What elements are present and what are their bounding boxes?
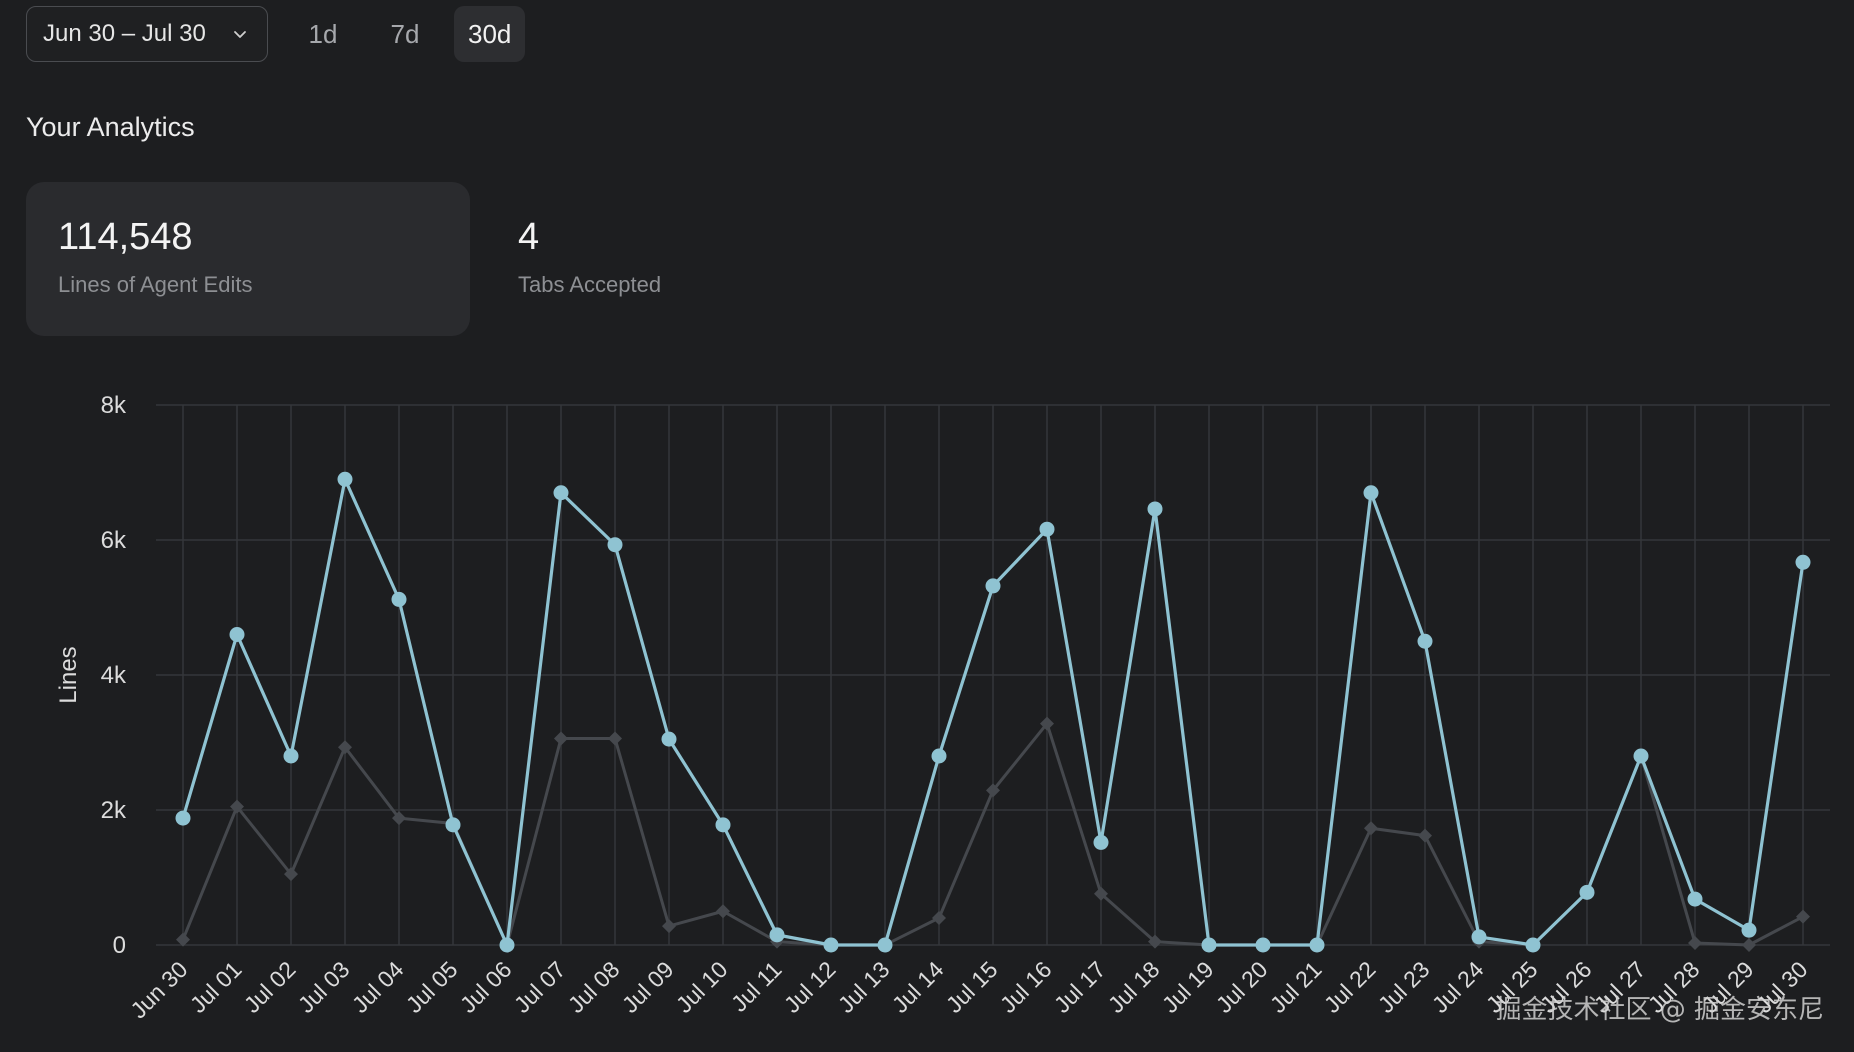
x-tick-label: Jul 19 bbox=[1157, 956, 1219, 1018]
y-tick-label: 4k bbox=[101, 662, 127, 689]
range-7d-button[interactable]: 7d bbox=[390, 18, 420, 49]
series-secondary-point bbox=[1040, 716, 1054, 731]
series-primary-point bbox=[1309, 937, 1325, 953]
series-primary-point bbox=[1201, 937, 1217, 953]
x-tick-label: Jul 04 bbox=[347, 956, 409, 1018]
series-secondary-point bbox=[230, 799, 244, 814]
series-primary-point bbox=[1471, 929, 1487, 945]
tabs-accepted-card[interactable]: 4 Tabs Accepted bbox=[486, 182, 846, 336]
x-tick-label: Jul 13 bbox=[833, 956, 895, 1018]
series-primary-point bbox=[661, 731, 677, 747]
x-tick-label: Jul 02 bbox=[239, 956, 301, 1018]
series-secondary-point bbox=[392, 811, 406, 826]
section-title: Your Analytics bbox=[26, 112, 195, 142]
series-primary-point bbox=[1741, 922, 1757, 938]
series-primary-point bbox=[1363, 485, 1379, 501]
y-tick-label: 0 bbox=[113, 932, 126, 959]
series-primary-point bbox=[1687, 891, 1703, 907]
series-primary-point bbox=[931, 748, 947, 764]
series-secondary-point bbox=[338, 740, 352, 755]
series-primary-point bbox=[877, 937, 893, 953]
tabs-accepted-label: Tabs Accepted bbox=[518, 272, 662, 297]
series-secondary-point bbox=[284, 867, 298, 882]
x-tick-label: Jul 09 bbox=[617, 956, 679, 1018]
series-primary-point bbox=[1417, 633, 1433, 649]
tabs-accepted-value: 4 bbox=[518, 216, 540, 258]
series-secondary-point bbox=[554, 731, 568, 746]
series-secondary-point bbox=[1094, 886, 1108, 901]
chevron-down-icon bbox=[231, 25, 249, 43]
x-tick-label: Jul 15 bbox=[941, 956, 1003, 1018]
series-secondary-point bbox=[662, 919, 676, 934]
series-secondary-point bbox=[1418, 828, 1432, 843]
x-tick-label: Jul 18 bbox=[1103, 956, 1165, 1018]
x-tick-label: Jul 05 bbox=[401, 956, 463, 1018]
series-primary-point bbox=[1633, 748, 1649, 764]
x-tick-label: Jul 24 bbox=[1427, 956, 1489, 1018]
agent-edits-value: 114,548 bbox=[58, 216, 193, 258]
y-axis-label: Lines bbox=[55, 646, 82, 703]
series-primary-point bbox=[229, 627, 245, 642]
series-primary-point bbox=[1093, 834, 1109, 850]
y-tick-label: 6k bbox=[101, 527, 127, 554]
series-primary-point bbox=[1525, 937, 1541, 953]
x-tick-label: Jun 30 bbox=[125, 956, 192, 1023]
series-primary-point bbox=[769, 927, 785, 943]
series-primary-point bbox=[553, 485, 569, 501]
series-secondary-point bbox=[608, 731, 622, 746]
series-secondary-point bbox=[716, 904, 730, 919]
series-secondary-point bbox=[986, 783, 1000, 798]
series-secondary-point bbox=[1688, 935, 1702, 950]
series-primary-point bbox=[1255, 937, 1271, 953]
series-primary-point bbox=[1039, 521, 1055, 537]
y-tick-label: 8k bbox=[101, 392, 127, 419]
x-tick-label: Jul 10 bbox=[671, 956, 733, 1018]
x-tick-label: Jul 23 bbox=[1373, 956, 1435, 1018]
x-tick-label: Jul 16 bbox=[995, 956, 1057, 1018]
series-primary-point bbox=[823, 937, 839, 953]
x-tick-label: Jul 14 bbox=[887, 956, 949, 1018]
series-primary-point bbox=[499, 937, 515, 953]
watermark-text: 掘金技术社区 @ 掘金安东尼 bbox=[1495, 995, 1824, 1025]
date-range-picker[interactable]: Jun 30 – Jul 30 bbox=[26, 6, 268, 62]
series-primary-point bbox=[175, 810, 191, 826]
series-primary-point bbox=[1795, 554, 1811, 570]
series-primary-point bbox=[445, 817, 461, 833]
series-secondary-point bbox=[1148, 934, 1162, 949]
series-secondary-point bbox=[1796, 909, 1810, 924]
x-tick-label: Jul 21 bbox=[1265, 956, 1327, 1018]
date-range-label: Jun 30 – Jul 30 bbox=[43, 20, 206, 47]
series-primary-point bbox=[1147, 501, 1163, 517]
x-tick-label: Jul 20 bbox=[1211, 956, 1273, 1018]
series-secondary-point bbox=[932, 911, 946, 925]
series-primary-point bbox=[283, 748, 299, 764]
y-tick-label: 2k bbox=[101, 797, 127, 824]
series-primary-point bbox=[607, 537, 623, 553]
series-secondary-point bbox=[1364, 821, 1378, 836]
x-tick-label: Jul 12 bbox=[779, 956, 841, 1018]
range-1d-button[interactable]: 1d bbox=[308, 18, 338, 49]
toolbar: Jun 30 – Jul 30 1d 7d 30d bbox=[26, 6, 526, 62]
series-secondary-point bbox=[1742, 938, 1756, 952]
agent-edits-card[interactable]: 114,548 Lines of Agent Edits bbox=[26, 182, 470, 336]
x-tick-label: Jul 22 bbox=[1319, 956, 1381, 1018]
series-primary-point bbox=[1579, 884, 1595, 900]
x-tick-label: Jul 11 bbox=[726, 956, 787, 1017]
series-secondary-point bbox=[176, 932, 190, 947]
x-tick-label: Jul 06 bbox=[455, 956, 517, 1018]
range-30d-button[interactable]: 30d bbox=[454, 6, 526, 62]
x-tick-label: Jul 17 bbox=[1049, 956, 1111, 1018]
x-tick-label: Jul 08 bbox=[563, 956, 625, 1018]
agent-edits-label: Lines of Agent Edits bbox=[58, 272, 253, 297]
x-tick-label: Jul 01 bbox=[185, 956, 247, 1018]
series-primary-point bbox=[715, 817, 731, 833]
x-tick-label: Jul 03 bbox=[293, 956, 355, 1018]
series-primary-point bbox=[985, 578, 1001, 594]
series-primary-point bbox=[337, 471, 353, 487]
x-tick-label: Jul 07 bbox=[509, 956, 571, 1018]
series-primary-point bbox=[391, 591, 407, 607]
